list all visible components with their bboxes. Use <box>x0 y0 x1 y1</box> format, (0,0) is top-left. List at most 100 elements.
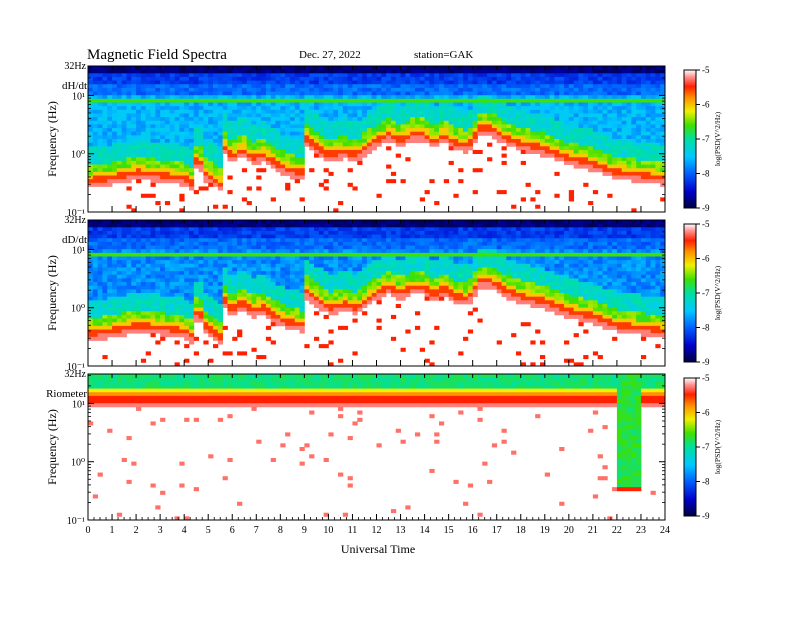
heatmap-cell <box>179 197 184 201</box>
heatmap-cell <box>420 135 425 139</box>
heatmap-cell <box>627 154 632 158</box>
heatmap-cell <box>280 319 285 323</box>
heatmap-cell <box>300 264 305 268</box>
heatmap-cell <box>425 77 430 81</box>
heatmap-cell <box>314 124 319 128</box>
heatmap-cell <box>131 110 136 114</box>
heatmap-cell <box>641 117 646 121</box>
heatmap-cell <box>280 257 285 261</box>
heatmap-cell <box>602 92 607 96</box>
heatmap-cell <box>170 70 175 74</box>
heatmap-cell <box>131 117 136 121</box>
heatmap-cell <box>208 322 213 326</box>
heatmap-cell <box>285 293 290 297</box>
heatmap-cell <box>554 121 559 125</box>
heatmap-cell <box>227 176 232 180</box>
heatmap-cell <box>218 106 223 110</box>
heatmap-cell <box>102 297 107 301</box>
heatmap-cell <box>107 297 112 301</box>
heatmap-cell <box>300 135 305 139</box>
heatmap-cell <box>170 92 175 96</box>
heatmap-cell <box>227 117 232 121</box>
heatmap-cell <box>425 70 430 74</box>
heatmap-cell <box>151 143 156 147</box>
heatmap-cell <box>526 70 531 74</box>
heatmap-cell <box>189 238 194 242</box>
heatmap-cell <box>463 139 468 143</box>
heatmap-cell <box>530 128 535 132</box>
heatmap-cell <box>328 73 333 77</box>
heatmap-cell <box>112 139 117 143</box>
heatmap-cell <box>271 249 276 253</box>
heatmap-cell <box>194 278 199 282</box>
heatmap-cell <box>126 172 131 176</box>
heatmap-cell <box>362 73 367 77</box>
heatmap-cell <box>199 235 204 239</box>
heatmap-cell <box>309 77 314 81</box>
heatmap-cell <box>155 275 160 279</box>
heatmap-cell <box>439 113 444 117</box>
heatmap-cell <box>569 146 574 150</box>
heatmap-cell <box>107 154 112 158</box>
heatmap-cell <box>338 231 343 235</box>
heatmap-cell <box>583 124 588 128</box>
heatmap-cell <box>458 117 463 121</box>
heatmap-cell <box>199 227 204 231</box>
heatmap-cell <box>165 139 170 143</box>
heatmap-cell <box>338 293 343 297</box>
heatmap-cell <box>598 165 603 169</box>
heatmap-cell <box>276 124 281 128</box>
heatmap-cell <box>574 66 579 70</box>
heatmap-cell <box>646 110 651 114</box>
heatmap-cell <box>141 319 146 323</box>
heatmap-cell <box>271 238 276 242</box>
heatmap-cell <box>655 66 660 70</box>
heatmap-cell <box>333 238 338 242</box>
heatmap-cell <box>165 308 170 312</box>
heatmap-cell <box>492 113 497 117</box>
heatmap-cell <box>439 70 444 74</box>
heatmap-cell <box>189 293 194 297</box>
heatmap-cell <box>338 220 343 224</box>
heatmap-cell <box>554 154 559 158</box>
heatmap-cell <box>184 246 189 250</box>
heatmap-cell <box>102 70 107 74</box>
heatmap-cell <box>386 117 391 121</box>
heatmap-cell <box>497 88 502 92</box>
heatmap-cell <box>155 154 160 158</box>
heatmap-cell <box>131 260 136 264</box>
heatmap-cell <box>338 253 343 257</box>
heatmap-cell <box>271 308 276 312</box>
heatmap-cell <box>300 77 305 81</box>
heatmap-cell <box>449 124 454 128</box>
heatmap-cell <box>655 128 660 132</box>
heatmap-cell <box>223 297 228 301</box>
heatmap-cell <box>232 66 237 70</box>
heatmap-cell <box>170 150 175 154</box>
heatmap-cell <box>554 143 559 147</box>
heatmap-cell <box>631 73 636 77</box>
heatmap-cell <box>295 220 300 224</box>
heatmap-cell <box>622 161 627 165</box>
heatmap-cell <box>141 84 146 88</box>
heatmap-cell <box>477 121 482 125</box>
heatmap-cell <box>362 103 367 107</box>
heatmap-cell <box>646 135 651 139</box>
heatmap-cell <box>550 73 555 77</box>
heatmap-cell <box>646 124 651 128</box>
heatmap-cell <box>227 249 232 253</box>
heatmap-cell <box>122 282 127 286</box>
heatmap-cell <box>497 190 502 194</box>
heatmap-cell <box>468 92 473 96</box>
heatmap-cell <box>482 70 487 74</box>
heatmap-cell <box>261 70 266 74</box>
heatmap-cell <box>482 124 487 128</box>
heatmap-cell <box>401 106 406 110</box>
heatmap-cell <box>271 88 276 92</box>
heatmap-cell <box>261 355 266 359</box>
heatmap-cell <box>641 146 646 150</box>
heatmap-cell <box>189 260 194 264</box>
heatmap-cell <box>98 95 103 99</box>
heatmap-cell <box>112 106 117 110</box>
heatmap-cell <box>651 179 656 183</box>
